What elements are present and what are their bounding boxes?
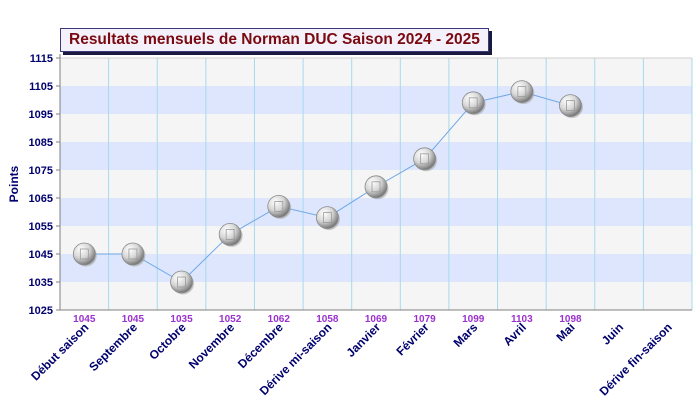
x-tick-label: Septembre — [86, 320, 140, 374]
y-tick-label: 1115 — [30, 53, 53, 65]
data-point — [267, 194, 292, 219]
data-point-glyph — [225, 228, 235, 240]
data-point-marker — [72, 242, 96, 266]
y-tick-label: 1095 — [29, 109, 53, 121]
plot-band — [60, 226, 692, 254]
data-point — [315, 206, 340, 231]
chart-title: Resultats mensuels de Norman DUC Saison … — [60, 28, 489, 52]
plot-band — [60, 114, 692, 142]
data-point-glyph — [79, 248, 89, 260]
data-point-glyph — [468, 97, 478, 109]
plot-band — [60, 58, 692, 86]
data-point-marker — [510, 80, 534, 103]
data-label: 1052 — [219, 314, 242, 325]
data-point — [413, 147, 438, 172]
data-point-glyph — [322, 212, 332, 224]
data-label: 1079 — [413, 314, 436, 325]
data-label: 1103 — [511, 314, 533, 325]
data-point — [170, 270, 195, 295]
data-point — [364, 175, 389, 200]
data-point — [461, 91, 486, 116]
data-label: 1035 — [170, 314, 193, 325]
plot-band — [60, 142, 692, 170]
x-tick-label: Novembre — [186, 320, 238, 372]
plot-band — [60, 254, 692, 282]
data-point-glyph — [420, 153, 430, 165]
y-axis-label: Points — [7, 165, 21, 202]
data-point — [510, 80, 535, 105]
y-tick-label: 1065 — [29, 193, 53, 205]
data-point — [72, 242, 97, 267]
data-point-glyph — [274, 200, 284, 212]
data-point-glyph — [371, 181, 381, 193]
data-point-glyph — [566, 100, 575, 111]
data-label: 1045 — [122, 314, 145, 325]
data-point-glyph — [128, 248, 138, 260]
data-point-marker — [559, 94, 582, 117]
plot-band — [60, 198, 692, 226]
data-point-marker — [121, 242, 145, 266]
plot-band — [60, 282, 692, 310]
y-tick-label: 1075 — [29, 165, 53, 177]
data-point-glyph — [177, 276, 186, 288]
data-point — [218, 222, 243, 247]
x-tick-label: Février — [394, 320, 432, 358]
data-point-marker — [364, 175, 388, 199]
data-point-marker — [218, 222, 242, 246]
y-tick-label: 1055 — [29, 221, 53, 233]
y-tick-label: 1045 — [29, 249, 53, 261]
data-label: 1062 — [268, 314, 291, 325]
data-label: 1069 — [365, 314, 388, 325]
x-tick-label: Décembre — [235, 320, 286, 371]
y-tick-label: 1035 — [29, 277, 53, 289]
data-point-marker — [170, 270, 193, 294]
plot-background — [60, 58, 692, 310]
x-tick-label: Début saison — [28, 320, 91, 383]
y-tick-label: 1085 — [29, 137, 53, 149]
x-tick-label: Juin — [599, 320, 626, 347]
data-label: 1058 — [316, 314, 339, 325]
data-point-marker — [413, 147, 437, 171]
data-label: 1045 — [73, 314, 96, 325]
x-tick-label: Octobre — [146, 320, 189, 363]
y-tick-label: 1025 — [29, 305, 53, 317]
data-point-glyph — [517, 86, 527, 97]
x-tick-label: Janvier — [344, 320, 384, 360]
data-point — [121, 242, 146, 267]
data-point-marker — [461, 91, 485, 115]
y-tick-label: 1105 — [29, 81, 53, 93]
data-point-marker — [267, 194, 291, 218]
data-point — [559, 94, 583, 119]
plot-band — [60, 86, 692, 114]
data-point-marker — [315, 206, 339, 230]
data-label: 1099 — [462, 314, 485, 325]
data-label: 1098 — [559, 314, 582, 325]
